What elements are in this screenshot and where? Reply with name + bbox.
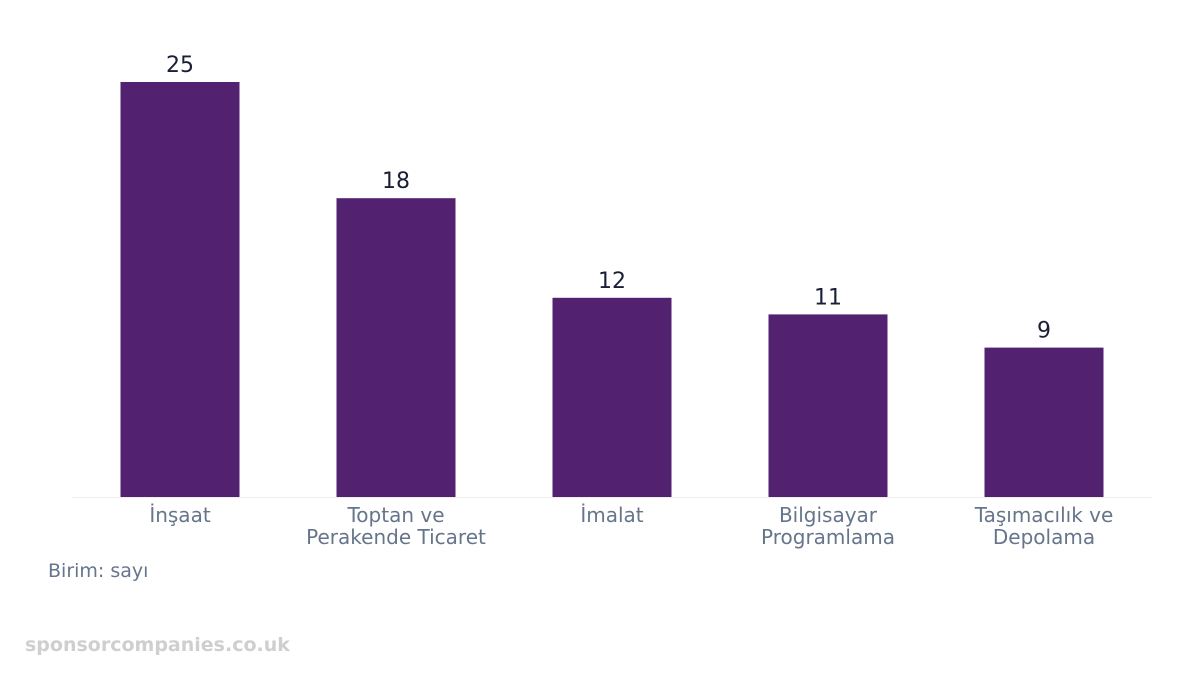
x-tick-label: Taşımacılık ve Depolama (974, 503, 1114, 549)
x-tick-label: İnşaat (149, 503, 211, 527)
bar (336, 198, 456, 497)
x-tick-label-line: Depolama (993, 525, 1095, 549)
bar (768, 314, 888, 497)
bar (984, 347, 1104, 497)
x-tick-label: İmalat (580, 503, 643, 527)
bar (552, 297, 672, 497)
x-tick-label-line: Programlama (761, 525, 895, 549)
x-tick-label-line: Taşımacılık ve (974, 503, 1114, 527)
data-label: 25 (166, 53, 194, 78)
x-tick-label-line: İnşaat (149, 503, 211, 527)
bar (120, 82, 240, 497)
data-label: 18 (382, 169, 410, 194)
data-label: 11 (814, 285, 842, 310)
data-label: 12 (598, 269, 626, 294)
x-tick-label-line: Bilgisayar (779, 503, 878, 527)
x-tick-label-line: Toptan ve (346, 503, 444, 527)
unit-note: Birim: sayı (48, 560, 149, 582)
x-tick-label-line: Perakende Ticaret (306, 525, 486, 549)
x-tick-label: Bilgisayar Programlama (761, 503, 895, 549)
watermark: sponsorcompanies.co.uk (25, 634, 290, 656)
x-tick-label: Toptan ve Perakende Ticaret (306, 503, 486, 549)
data-label: 9 (1037, 319, 1051, 344)
x-tick-label-line: İmalat (580, 503, 643, 527)
